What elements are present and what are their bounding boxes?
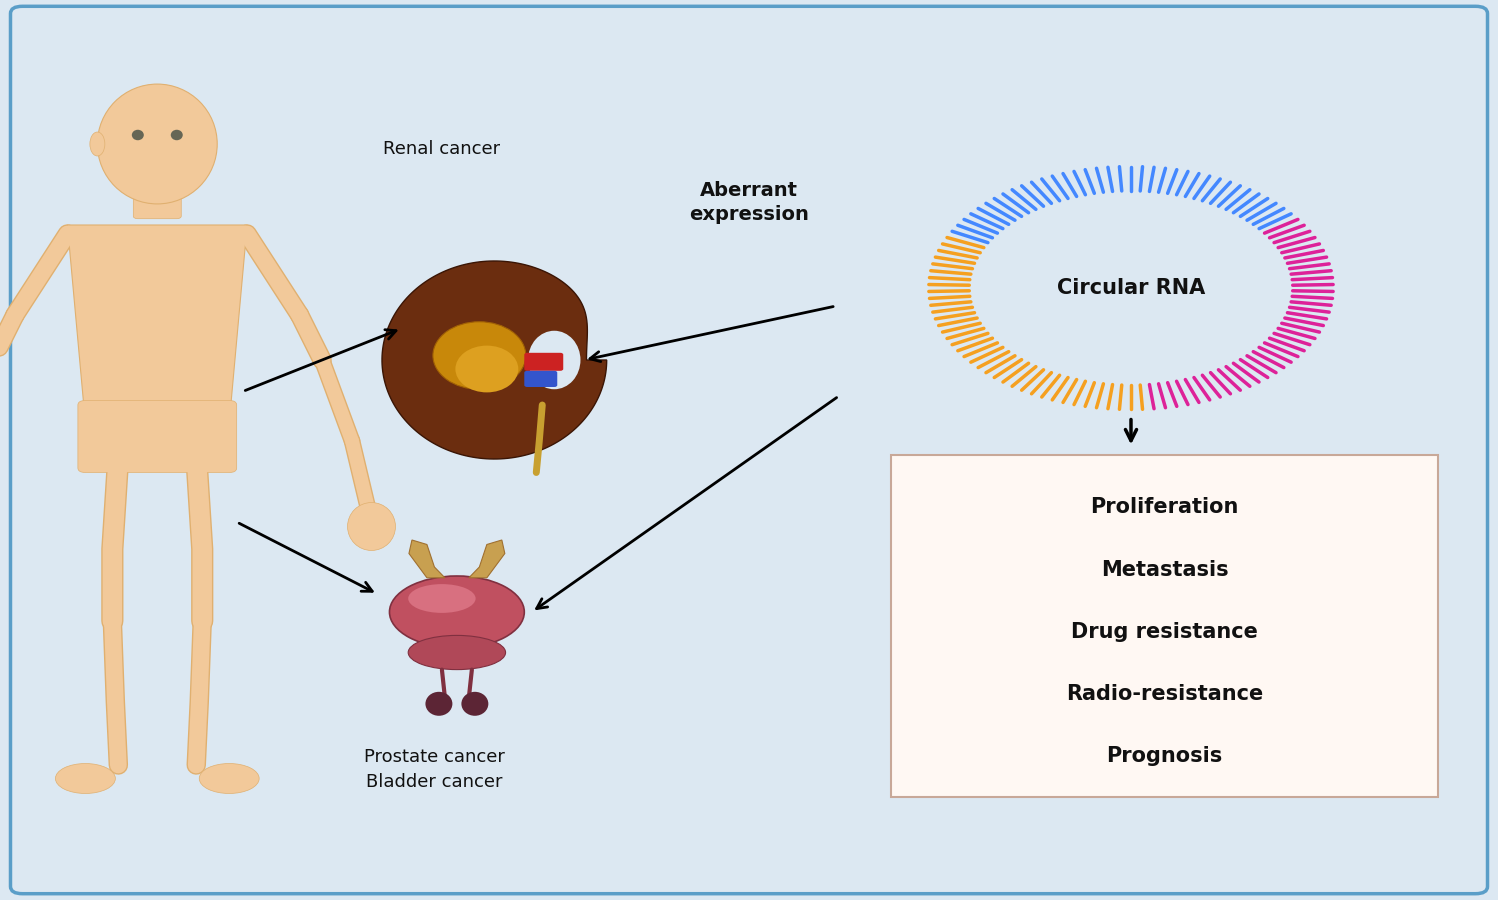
Ellipse shape — [389, 576, 524, 648]
Ellipse shape — [425, 692, 452, 716]
Text: Prognosis: Prognosis — [1107, 746, 1222, 766]
Ellipse shape — [97, 84, 217, 204]
Ellipse shape — [171, 130, 183, 140]
Ellipse shape — [461, 692, 488, 716]
Text: Metastasis: Metastasis — [1101, 560, 1228, 580]
FancyBboxPatch shape — [10, 6, 1488, 894]
Polygon shape — [409, 540, 445, 578]
Text: Aberrant
expression: Aberrant expression — [689, 181, 809, 224]
Ellipse shape — [407, 584, 475, 613]
Text: Prostate cancer
Bladder cancer: Prostate cancer Bladder cancer — [364, 748, 505, 791]
Text: Drug resistance: Drug resistance — [1071, 622, 1258, 642]
Text: Radio-resistance: Radio-resistance — [1067, 684, 1263, 704]
Ellipse shape — [90, 132, 105, 156]
Ellipse shape — [527, 331, 581, 389]
Ellipse shape — [407, 635, 505, 670]
Text: Proliferation: Proliferation — [1091, 498, 1239, 518]
Ellipse shape — [199, 763, 259, 794]
Ellipse shape — [132, 130, 144, 140]
FancyBboxPatch shape — [524, 353, 563, 371]
Polygon shape — [67, 225, 247, 423]
Text: Circular RNA: Circular RNA — [1058, 278, 1204, 298]
Polygon shape — [469, 540, 505, 578]
FancyBboxPatch shape — [78, 400, 237, 472]
Ellipse shape — [55, 763, 115, 794]
Circle shape — [969, 191, 1293, 385]
FancyBboxPatch shape — [891, 454, 1438, 796]
Ellipse shape — [348, 502, 395, 551]
Ellipse shape — [455, 346, 518, 392]
Polygon shape — [382, 261, 607, 459]
Ellipse shape — [433, 322, 526, 389]
Text: Renal cancer: Renal cancer — [383, 140, 500, 158]
FancyBboxPatch shape — [133, 159, 181, 219]
FancyBboxPatch shape — [524, 371, 557, 387]
